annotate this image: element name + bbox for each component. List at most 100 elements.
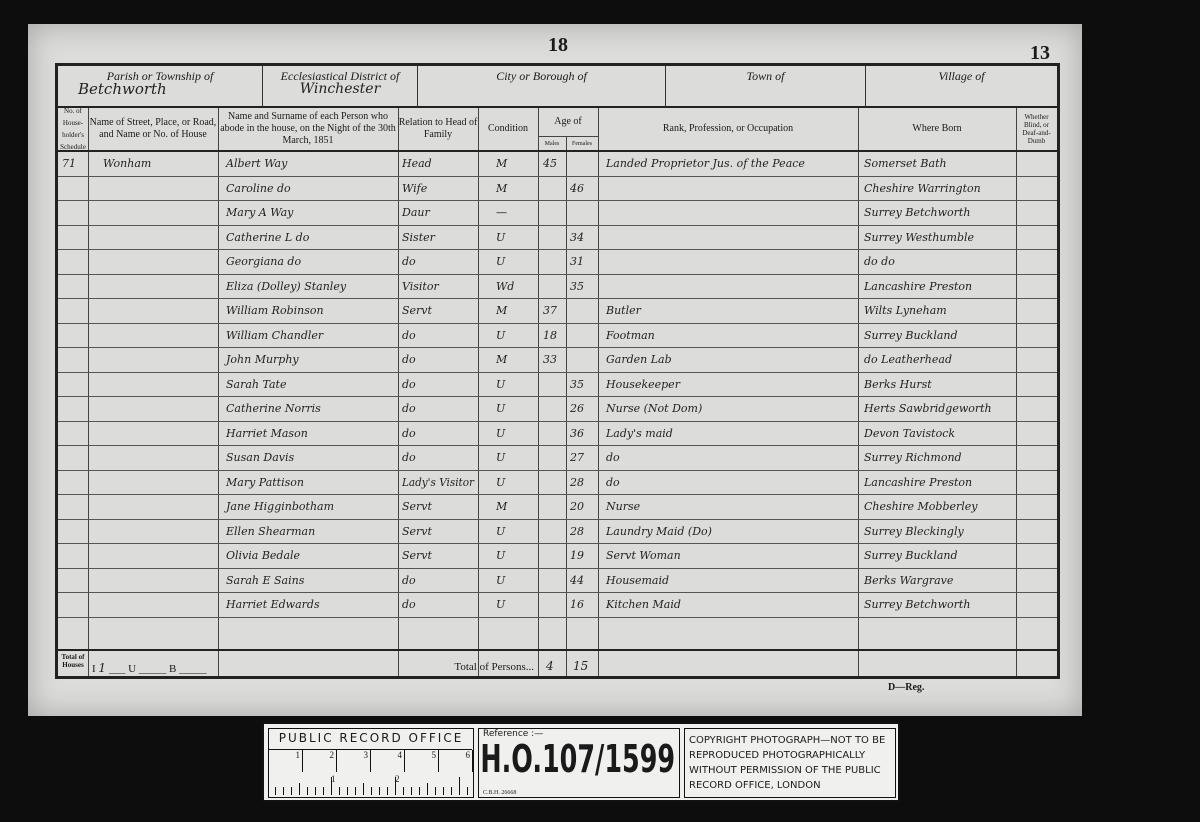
table-row: Susan Davis do U 27 do Surrey Richmond — [58, 446, 1057, 471]
cell-female: 35 — [570, 377, 584, 391]
table-row: Mary A Way Daur — Surrey Betchworth — [58, 201, 1057, 226]
table-row: Sarah Tate do U 35 Housekeeper Berks Hurst — [58, 373, 1057, 397]
cell-born: Devon Tavistock — [864, 426, 956, 440]
scale-tick — [323, 787, 324, 795]
totals-row: Total of Houses I 1 ___ U _____ B _____ … — [58, 649, 1057, 679]
cell-relation: do — [402, 598, 416, 611]
cell-relation: do — [402, 377, 416, 391]
cell-name: Harriet Mason — [226, 426, 308, 440]
table-row: William Chandler do U 18 Footman Surrey Buckl… — [58, 324, 1057, 348]
scale-tick-label: 5 — [405, 750, 439, 772]
cell-name: Olivia Bedale — [226, 549, 301, 562]
scale-tick — [291, 787, 292, 795]
cell-street: Wonham — [103, 157, 152, 170]
table-row: Olivia Bedale Servt U 19 Servt Woman Surrey B… — [58, 544, 1057, 569]
cell-occupation: Landed Proprietor Jus. of the Peace — [606, 157, 805, 170]
cell-born: Cheshire Mobberley — [864, 500, 978, 513]
reference-number: H.O.107/1599 — [480, 737, 676, 781]
cell-female: 34 — [570, 230, 584, 244]
cell-relation: Servt — [402, 304, 432, 317]
cell-schedule: 71 — [62, 157, 76, 170]
cell-relation: do — [402, 573, 416, 587]
cell-condition: — — [496, 206, 507, 219]
cell-condition: U — [496, 524, 506, 538]
table-row: Harriet Edwards do U 16 Kitchen Maid Surrey B… — [58, 593, 1057, 618]
cell-relation: Lady's Visitor — [402, 475, 475, 489]
scale-tick — [459, 777, 460, 795]
scale-tick — [451, 787, 452, 795]
cell-female: 26 — [570, 402, 584, 415]
cell-name: Susan Davis — [226, 451, 295, 464]
col-age: Age of — [554, 116, 582, 127]
cell-occupation: Kitchen Maid — [606, 598, 681, 611]
cell-relation: do — [402, 451, 416, 464]
page-number: 13 — [1030, 42, 1050, 64]
table-row: 71 Wonham Albert Way Head M 45 Landed Propriet… — [58, 152, 1057, 177]
houses-counts: I 1 ___ U _____ B _____ — [92, 661, 207, 675]
col-blind: Whether Blind, or Deaf-and-Dumb — [1016, 108, 1057, 152]
scale-tick — [379, 787, 380, 795]
cell-occupation: Butler — [606, 304, 641, 317]
cell-condition: U — [496, 426, 506, 440]
col-females: Females — [566, 136, 598, 152]
scale-tick — [403, 787, 404, 795]
cell-relation: Servt — [402, 500, 432, 513]
houses-label: Total of Houses — [61, 653, 85, 669]
cell-condition: M — [496, 181, 508, 195]
cell-born: Surrey Westhumble — [864, 230, 975, 244]
cell-female: 28 — [570, 475, 584, 489]
scale-tick — [339, 787, 340, 795]
cell-condition: U — [496, 255, 506, 268]
cell-born: Herts Sawbridgeworth — [864, 402, 992, 415]
cell-relation: Servt — [402, 549, 432, 562]
cell-occupation: Nurse — [606, 500, 641, 513]
parish-label: Parish or Township of — [106, 69, 214, 83]
cell-occupation: Garden Lab — [606, 353, 672, 366]
scale-tick — [355, 787, 356, 795]
cell-born: Surrey Richmond — [864, 451, 962, 464]
scale-inch-label: 1 — [331, 774, 336, 784]
cell-name: Eliza (Dolley) Stanley — [226, 279, 347, 293]
cell-relation: do — [402, 402, 416, 415]
cell-condition: U — [496, 402, 506, 415]
reference-label: Reference :— — [483, 729, 544, 739]
cell-relation: do — [402, 353, 416, 366]
cell-name: Georgiana do — [226, 255, 302, 268]
cell-condition: U — [496, 230, 506, 244]
scale-tick — [283, 787, 284, 795]
cell-relation: Visitor — [402, 279, 439, 293]
scale-tick — [347, 787, 348, 795]
scale-tick — [419, 787, 420, 795]
footer-mark: D—Reg. — [888, 682, 925, 693]
cell-condition: U — [496, 377, 506, 391]
cell-occupation: Laundry Maid (Do) — [606, 524, 712, 538]
cell-born: Somerset Bath — [864, 157, 947, 170]
table-row: Harriet Mason do U 36 Lady's maid Devon Tavis… — [58, 422, 1057, 446]
cell-name: Catherine L do — [226, 230, 310, 244]
cell-occupation: Servt Woman — [606, 549, 681, 562]
table-row: Ellen Shearman Servt U 28 Laundry Maid (Do) S… — [58, 520, 1057, 544]
cell-female: 46 — [570, 181, 584, 195]
table-row: Catherine Norris do U 26 Nurse (Not Dom) Hert… — [58, 397, 1057, 422]
scale-tick — [299, 783, 300, 795]
cell-born: Cheshire Warrington — [864, 181, 981, 195]
village-cell: Village of — [866, 66, 1057, 108]
table-row: William Robinson Servt M 37 Butler Wilts Lyne… — [58, 299, 1057, 324]
cell-born: do do — [864, 255, 895, 268]
column-divider — [88, 108, 89, 676]
cell-relation: Head — [402, 157, 432, 170]
cell-born: Wilts Lyneham — [864, 304, 947, 317]
col-condition: Condition — [478, 108, 538, 152]
cell-condition: U — [496, 328, 506, 342]
scale-tick — [427, 783, 428, 795]
scale-tick — [395, 777, 396, 795]
parish-value: Betchworth — [78, 80, 167, 98]
cell-female: 35 — [570, 279, 584, 293]
total-males: 4 — [546, 659, 554, 673]
copyright-notice: COPYRIGHT PHOTOGRAPH—NOT TO BE REPRODUCE… — [684, 728, 896, 798]
cell-born: Surrey Bleckingly — [864, 524, 964, 538]
cell-occupation: Housekeeper — [606, 377, 680, 391]
scale-tick — [307, 787, 308, 795]
column-divider — [398, 108, 399, 676]
cell-born: Surrey Betchworth — [864, 206, 971, 219]
